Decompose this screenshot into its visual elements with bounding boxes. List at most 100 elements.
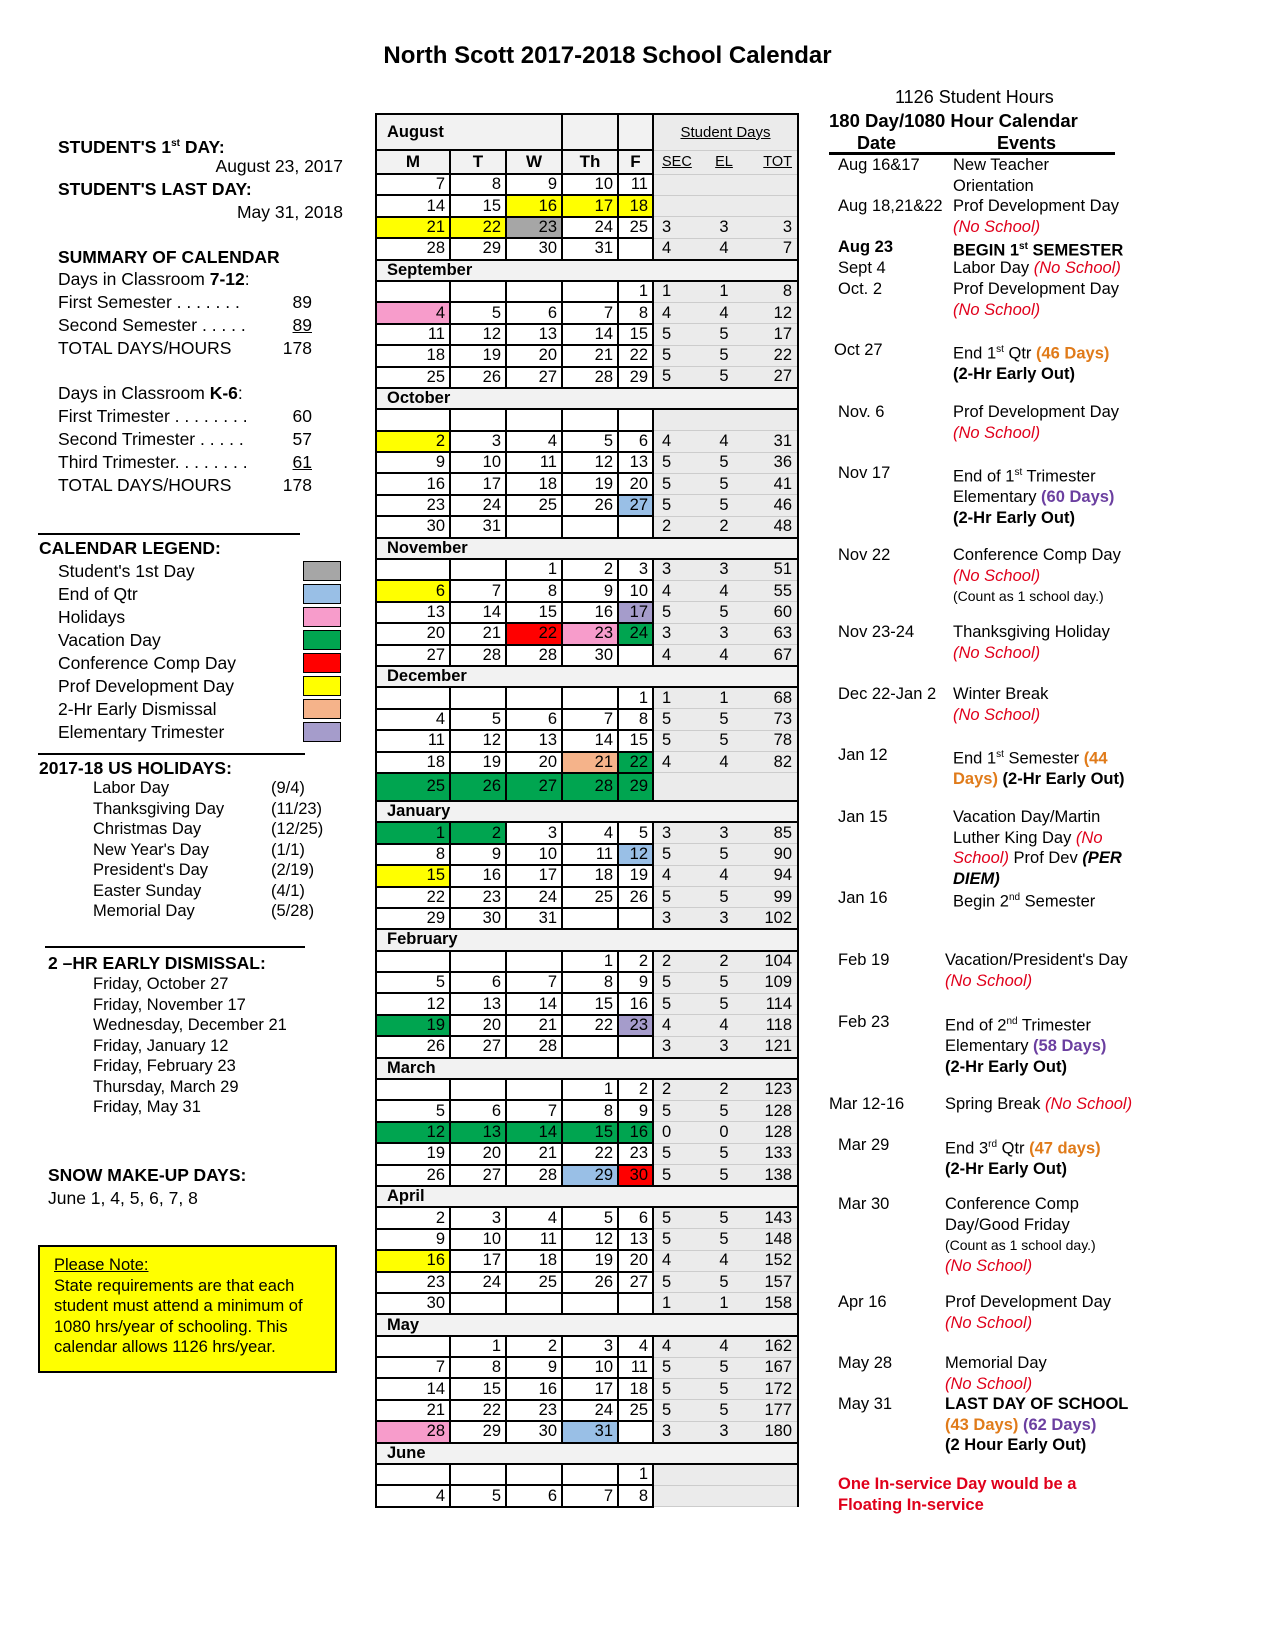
divider [38,753,305,755]
week-row: 12 13 14 15 16 0 0 128 [375,1120,799,1145]
day-cell: 27 [449,1163,507,1187]
tot-count: 22 [773,346,792,365]
day-cell: 12 [375,1120,451,1145]
day-cell: 22 [505,622,563,646]
day-cell: 22 [449,215,507,240]
tot-count: 123 [764,1080,792,1099]
sec-count: 4 [662,431,672,450]
event-description: Winter Break (No School) [953,684,1048,725]
week-row: 2 3 4 5 6 5 5 143 [375,1206,799,1230]
student-days-counts: 4 4 152 [654,1251,797,1270]
day-cell [449,1077,507,1102]
sec-count: 5 [662,603,672,621]
day-cell: 4 [375,301,451,325]
el-count: 5 [719,1208,729,1227]
day-cell: 14 [375,194,451,218]
day-cell: 21 [561,750,619,774]
week-row: 1 2 3 4 4 4 162 [375,1334,799,1359]
student-days-cell: 5 5 177 [652,1399,799,1422]
event-text-segment: Labor Day [953,259,1034,277]
superscript: st [171,138,180,149]
event-text-segment: Elementary [945,1037,1034,1055]
el-count: 4 [719,581,729,600]
day-cell: 13 [505,729,563,753]
day-cell: 4 [561,821,619,845]
el-count: 3 [719,217,729,236]
day-cell: 2 [375,1206,451,1230]
day-cell: 11 [375,322,451,347]
el-count: 5 [719,731,729,750]
day-cell: 22 [375,885,451,909]
week-row: 11 12 13 14 15 5 5 17 [375,322,799,347]
week-row: 14 15 16 17 18 5 5 172 [375,1377,799,1401]
student-days-cell: 2 2 123 [652,1078,799,1101]
tot-count: 63 [773,624,792,643]
week-row: 4 5 6 7 8 5 5 73 [375,707,799,732]
day-cell [561,408,619,432]
student-days-cell: 2 2 104 [652,950,799,973]
student-days-counts: 4 4 67 [654,646,797,665]
elementary-label: Second Trimester . . . . . [58,429,244,449]
tot-count: 67 [773,645,792,664]
secondary-label: Days in Classroom 7-12: [58,268,250,290]
day-cell: 23 [561,622,619,646]
el-count: 5 [719,1144,729,1163]
day-cell: 25 [617,215,654,240]
month-header-november: November [375,536,799,561]
event-text-segment: (2 Hour Early Out) [945,1436,1087,1454]
month-header-may: May [375,1313,799,1337]
sec-count: 5 [662,346,672,365]
event-text-segment: (2-Hr Early Out) [945,1057,1067,1076]
tot-count: 114 [765,994,792,1013]
day-cell: 23 [505,215,563,240]
superscript: rd [988,1139,998,1150]
event-date: Nov. 6 [838,403,885,421]
elementary-value: 178 [282,475,312,495]
day-cell: 9 [375,1227,451,1252]
day-cell: 21 [375,215,451,240]
day-cell: 6 [375,579,451,603]
day-cell: 28 [505,1035,563,1059]
day-cell: 4 [375,1484,451,1508]
day-cell: 12 [449,322,507,347]
week-row: 30 1 1 158 [375,1291,799,1316]
day-cell: 31 [561,1420,619,1444]
event-date: Sept 4 [838,259,886,277]
event-text-segment: BEGIN 1 [953,241,1020,260]
day-cell [617,1035,654,1059]
tot-count: 8 [782,282,792,301]
day-cell: 6 [449,1099,507,1123]
week-row: 2 3 4 5 6 4 4 31 [375,429,799,454]
event-date: Nov 17 [838,464,891,482]
student-days-cell: 4 4 94 [652,864,799,888]
day-cell: 18 [617,1377,654,1401]
sec-count: 5 [662,1144,672,1163]
sec-count: 2 [662,1080,672,1099]
el-count: 4 [719,1016,729,1035]
el-count: 4 [719,303,729,322]
day-cell [375,279,451,304]
day-cell: 10 [561,172,619,197]
day-cell: 3 [561,1334,619,1359]
day-cell: 9 [449,842,507,867]
month-header-august: August [375,113,563,151]
student-days-counts: 3 3 51 [654,560,797,579]
calendar-heading: 180 Day/1080 Hour Calendar [829,110,1078,131]
day-cell: 20 [505,750,563,774]
event-text-segment: End 1 [953,749,997,768]
el-count: 3 [719,908,729,927]
month-header-january: January [375,799,799,824]
day-cell: 4 [617,1334,654,1359]
day-cell: 7 [561,707,619,732]
page-title: North Scott 2017-2018 School Calendar [383,42,832,69]
tot-count: 48 [773,517,792,536]
sec-count: 3 [662,823,672,842]
day-cell: 16 [561,600,619,625]
day-cell: 30 [505,1420,563,1444]
tot-count: 7 [782,239,792,258]
day-cell: 29 [449,1420,507,1444]
el-count: 5 [719,1101,729,1120]
event-text-segment: (Count as 1 school day.) [953,588,1104,604]
day-cell: 24 [449,1270,507,1294]
event-text-segment: Begin 2 [953,892,1009,911]
